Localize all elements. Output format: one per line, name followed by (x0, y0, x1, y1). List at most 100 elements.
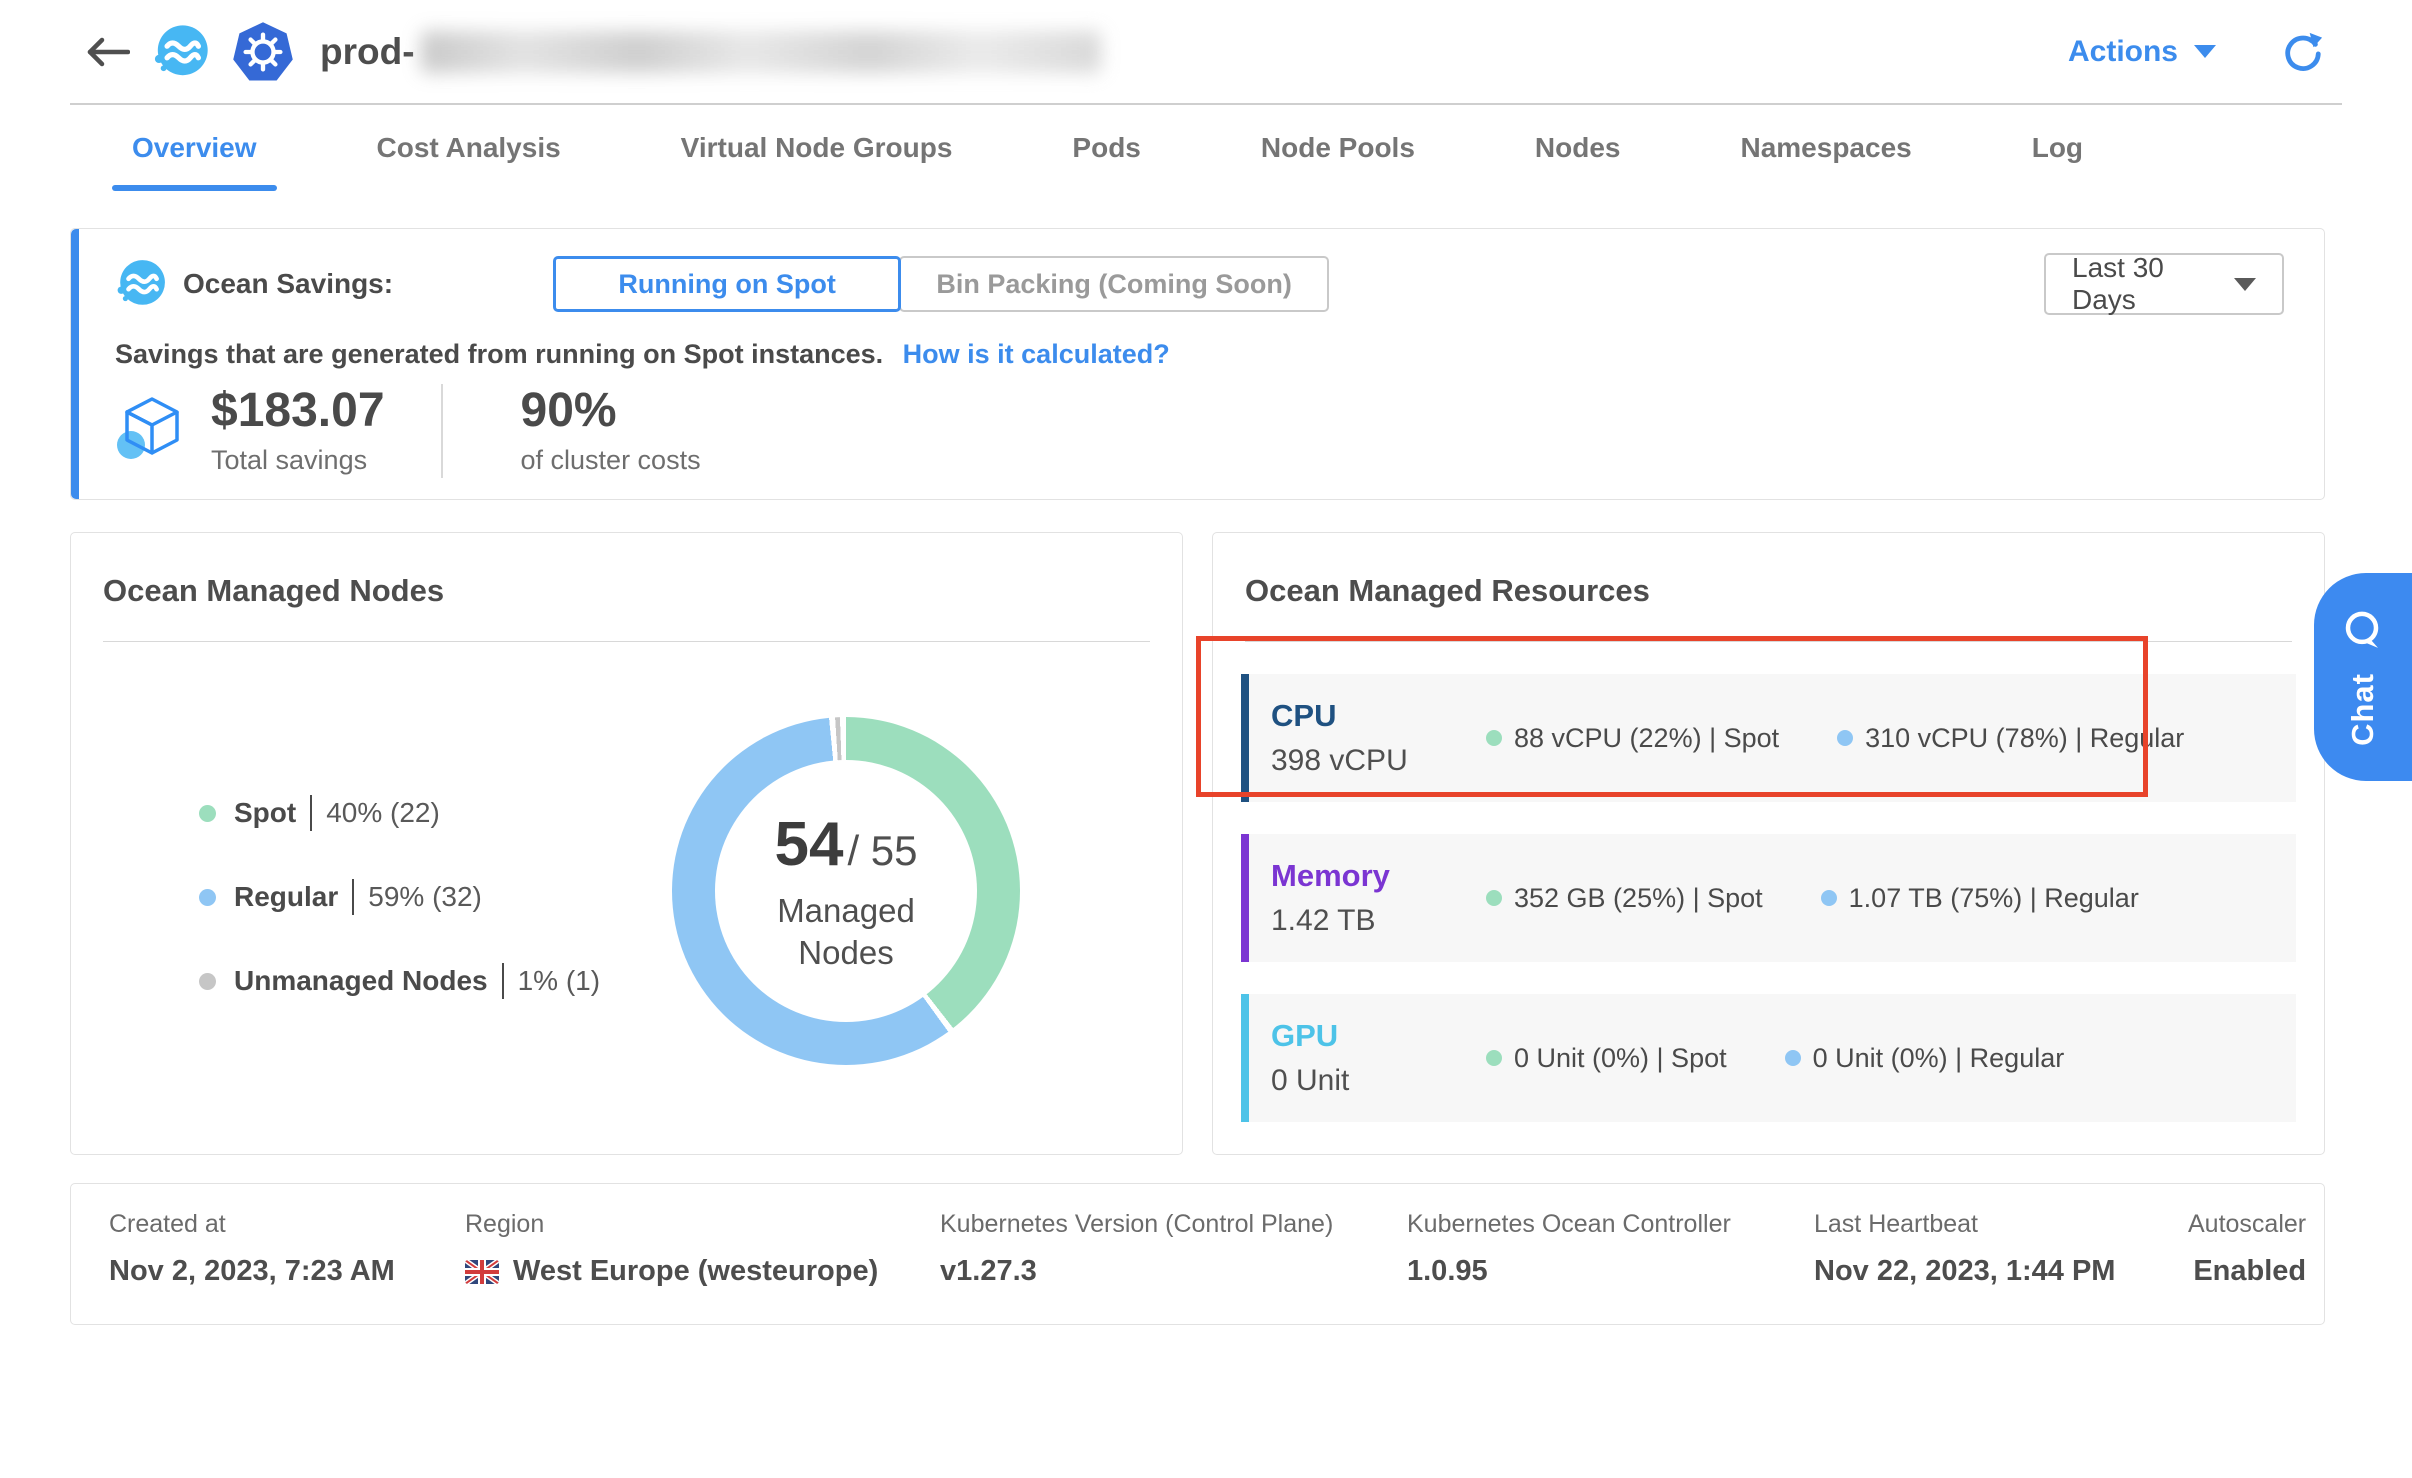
managed-nodes-donut: 54 / 55 Managed Nodes (672, 717, 1020, 1065)
footer-region: Region West Europe (westeurope) (465, 1210, 940, 1324)
savings-description: Savings that are generated from running … (115, 339, 884, 369)
cpu-total-value: 398 vCPU (1271, 744, 1408, 777)
ocean-managed-nodes-card: Ocean Managed Nodes Spot 40% (22) Regula… (70, 532, 1183, 1155)
actions-label: Actions (2067, 34, 2178, 68)
cluster-cost-metric: 90% of cluster costs (520, 384, 701, 475)
tab-virtual-node-groups[interactable]: Virtual Node Groups (680, 132, 953, 163)
footer-created-at: Created at Nov 2, 2023, 7:23 AM (109, 1210, 465, 1324)
refresh-icon[interactable] (2282, 31, 2324, 73)
memory-total-value: 1.42 TB (1271, 904, 1376, 937)
cluster-cost-percent: 90% (520, 384, 617, 438)
stat-text: 1.07 TB (75%) | Regular (1848, 882, 2139, 913)
legend-value: 1% (1) (517, 965, 601, 996)
tab-namespaces[interactable]: Namespaces (1740, 132, 1912, 163)
back-arrow-icon[interactable] (84, 36, 130, 68)
regular-dot-icon (1837, 730, 1854, 746)
legend-value: 59% (32) (368, 881, 482, 912)
tab-nodes[interactable]: Nodes (1534, 132, 1621, 163)
cpu-spot-stat: 88 vCPU (22%) | Spot (1486, 723, 1779, 754)
tab-log[interactable]: Log (2031, 132, 2084, 163)
legend-value: 40% (22) (326, 797, 440, 828)
nodes-legend: Spot 40% (22) Regular 59% (32) Unmanaged… (199, 795, 601, 1050)
redacted-cluster-name (420, 30, 1101, 73)
regular-dot-icon (1820, 890, 1837, 906)
memory-label: Memory (1271, 858, 1390, 893)
legend-separator (501, 963, 504, 999)
tab-bar: Overview Cost Analysis Virtual Node Grou… (70, 105, 2342, 191)
footer-value: Nov 2, 2023, 7:23 AM (109, 1255, 395, 1287)
footer-label: Kubernetes Ocean Controller (1407, 1210, 1731, 1238)
gpu-regular-stat: 0 Unit (0%) | Regular (1784, 1042, 2065, 1074)
footer-value: West Europe (westeurope) (465, 1255, 940, 1288)
legend-separator (310, 795, 313, 831)
footer-label: Last Heartbeat (1814, 1210, 1978, 1238)
legend-label: Regular (234, 881, 339, 912)
stat-text: 0 Unit (0%) | Regular (1812, 1042, 2065, 1073)
ocean-managed-resources-card: Ocean Managed Resources CPU 398 vCPU 88 … (1212, 532, 2325, 1155)
header-actions-area: Actions (2068, 31, 2324, 73)
tab-cost-analysis[interactable]: Cost Analysis (376, 132, 561, 163)
gpu-spot-stat: 0 Unit (0%) | Spot (1486, 1043, 1727, 1074)
stat-text: 352 GB (25%) | Spot (1514, 882, 1763, 913)
spot-dot-icon (199, 804, 216, 822)
legend-label: Unmanaged Nodes (234, 965, 488, 996)
region-value: West Europe (westeurope) (513, 1255, 879, 1287)
savings-header-row: Ocean Savings: Running on Spot Bin Packi… (115, 252, 2284, 315)
ocean-logo-icon (154, 24, 208, 75)
footer-last-heartbeat: Last Heartbeat Nov 22, 2023, 1:44 PM (1814, 1210, 2188, 1324)
footer-kubernetes-version: Kubernetes Version (Control Plane) v1.27… (940, 1210, 1407, 1324)
legend-item-unmanaged: Unmanaged Nodes 1% (1) (199, 963, 601, 999)
memory-spot-stat: 352 GB (25%) | Spot (1486, 883, 1763, 914)
gpu-total-value: 0 Unit (1271, 1064, 1350, 1097)
savings-toggle-group: Running on Spot Bin Packing (Coming Soon… (553, 256, 1330, 312)
header-divider (70, 103, 2342, 105)
stat-text: 88 vCPU (22%) | Spot (1514, 722, 1780, 753)
managed-nodes-title: Ocean Managed Nodes (103, 573, 445, 608)
regular-dot-icon (199, 888, 216, 906)
managed-nodes-count: 54 (774, 810, 844, 880)
cluster-cost-label: of cluster costs (520, 444, 701, 475)
footer-value: 1.0.95 (1407, 1255, 1488, 1287)
savings-metrics-row: $183.07 Total savings 90% of cluster cos… (115, 384, 2284, 478)
cluster-info-footer: Created at Nov 2, 2023, 7:23 AM Region W… (70, 1183, 2325, 1325)
resource-row-gpu: GPU 0 Unit 0 Unit (0%) | Spot 0 Unit (0%… (1241, 994, 2296, 1122)
savings-title: Ocean Savings: (183, 268, 394, 299)
tab-overview[interactable]: Overview (112, 105, 277, 191)
tab-pods[interactable]: Pods (1072, 132, 1141, 163)
regular-dot-icon (1784, 1050, 1801, 1066)
legend-item-regular: Regular 59% (32) (199, 879, 600, 915)
footer-label: Created at (109, 1210, 226, 1238)
footer-ocean-controller: Kubernetes Ocean Controller 1.0.95 (1407, 1210, 1814, 1324)
resource-rows: CPU 398 vCPU 88 vCPU (22%) | Spot 310 vC… (1213, 674, 2324, 1122)
managed-nodes-total: / 55 (847, 827, 918, 875)
actions-dropdown-button[interactable]: Actions (2068, 35, 2216, 69)
managed-resources-title: Ocean Managed Resources (1245, 573, 1650, 608)
footer-label: Autoscaler (2188, 1210, 2307, 1238)
how-calculated-link[interactable]: How is it calculated? (902, 339, 1170, 369)
chat-bubble-icon (2345, 611, 2379, 648)
footer-label: Kubernetes Version (Control Plane) (940, 1210, 1334, 1238)
footer-value: Enabled (2193, 1255, 2307, 1287)
total-savings-label: Total savings (211, 444, 368, 475)
managed-nodes-center-label: Managed Nodes (777, 892, 915, 971)
savings-cube-icon (117, 397, 179, 459)
period-dropdown[interactable]: Last 30 Days (2044, 252, 2284, 315)
bin-packing-toggle[interactable]: Bin Packing (Coming Soon) (899, 256, 1330, 312)
cluster-title-prefix: prod- (320, 30, 415, 72)
resource-row-cpu: CPU 398 vCPU 88 vCPU (22%) | Spot 310 vC… (1241, 674, 2296, 802)
uk-flag-icon (465, 1259, 499, 1284)
total-savings-value: $183.07 (211, 384, 385, 438)
spot-dot-icon (1486, 890, 1502, 906)
savings-description-row: Savings that are generated from running … (115, 339, 2284, 370)
running-on-spot-toggle[interactable]: Running on Spot (553, 256, 902, 312)
gpu-label: GPU (1271, 1018, 1339, 1053)
legend-item-spot: Spot 40% (22) (199, 795, 600, 831)
chat-button[interactable]: Chat (2314, 573, 2412, 781)
header: prod- Actions (0, 0, 2412, 103)
resource-row-memory: Memory 1.42 TB 352 GB (25%) | Spot 1.07 … (1241, 834, 2296, 962)
cluster-title: prod- (320, 30, 1101, 73)
footer-autoscaler: Autoscaler Enabled (2188, 1210, 2306, 1324)
cpu-regular-stat: 310 vCPU (78%) | Regular (1837, 723, 2184, 754)
tab-node-pools[interactable]: Node Pools (1260, 132, 1415, 163)
